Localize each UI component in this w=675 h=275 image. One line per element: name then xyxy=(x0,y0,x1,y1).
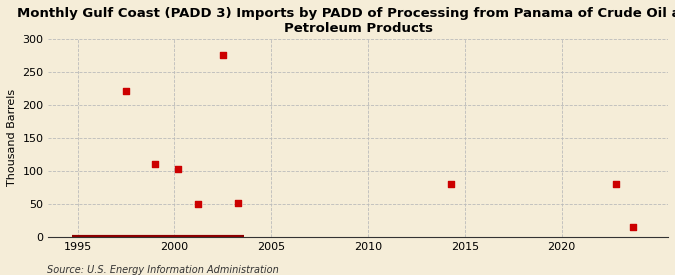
Point xyxy=(121,89,132,93)
Title: Monthly Gulf Coast (PADD 3) Imports by PADD of Processing from Panama of Crude O: Monthly Gulf Coast (PADD 3) Imports by P… xyxy=(17,7,675,35)
Point xyxy=(173,167,184,172)
Point xyxy=(610,182,621,186)
Point xyxy=(628,225,639,229)
Point xyxy=(233,201,244,205)
Point xyxy=(217,53,228,57)
Text: Source: U.S. Energy Information Administration: Source: U.S. Energy Information Administ… xyxy=(47,265,279,275)
Y-axis label: Thousand Barrels: Thousand Barrels xyxy=(7,89,17,186)
Point xyxy=(446,182,456,186)
Point xyxy=(150,162,161,166)
Point xyxy=(192,202,203,206)
